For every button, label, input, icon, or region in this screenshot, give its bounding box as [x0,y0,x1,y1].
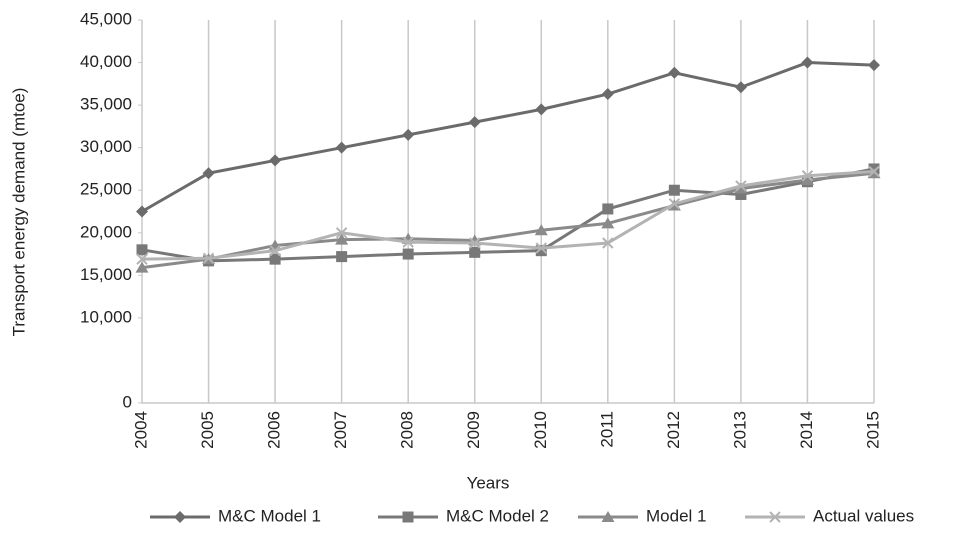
marker [734,81,747,94]
x-tick-label: 2014 [797,411,816,449]
marker [402,128,415,141]
marker [601,88,614,101]
marker [336,251,348,263]
series-line [141,171,875,270]
marker [534,224,548,236]
marker [136,244,148,256]
marker [668,66,681,79]
y-tick-label: 35,000 [80,95,132,114]
marker [335,141,348,154]
marker [402,236,414,248]
marker [335,233,349,245]
marker [801,56,814,69]
marker [601,511,615,522]
y-tick-label: 10,000 [80,307,132,326]
x-tick-label: 2012 [664,411,683,449]
marker [601,217,615,229]
marker [868,59,880,72]
x-tick-label: 2011 [597,411,616,448]
legend-label: M&C Model 1 [218,506,321,525]
marker [136,205,148,218]
series-line [141,61,875,213]
legend-label: Actual values [813,506,914,525]
x-tick-label: 2008 [398,411,417,449]
y-axis-label: Transport energy demand (mtoe) [9,88,28,337]
y-tick-label: 30,000 [80,137,132,156]
x-tick-label: 2007 [331,411,350,449]
series-line [141,170,875,261]
marker [535,103,548,116]
x-axis-label: Years [467,473,510,492]
y-tick-label: 20,000 [80,222,132,241]
marker [469,237,481,249]
y-tick-label: 15,000 [80,265,132,284]
y-tick-label: 25,000 [80,180,132,199]
marker [735,180,747,192]
y-tick-label: 0 [123,392,132,411]
legend-label: Model 1 [646,506,706,525]
marker [602,237,614,249]
x-tick-label: 2006 [265,411,284,449]
marker [202,252,215,265]
marker [135,261,149,273]
marker [801,170,814,182]
x-tick-label: 2010 [531,411,550,449]
x-tick-label: 2009 [464,411,483,449]
marker [335,227,348,239]
marker [468,116,481,129]
marker [269,154,282,167]
marker [202,167,215,180]
marker [269,244,281,257]
marker [602,203,614,215]
marker [668,184,680,196]
marker [402,511,414,523]
y-tick-label: 40,000 [80,52,132,71]
marker [734,182,748,194]
marker [800,174,814,186]
x-tick-label: 2015 [863,411,882,449]
legend-label: M&C Model 2 [446,506,549,525]
marker [402,248,414,260]
marker [469,246,481,258]
marker [269,253,281,265]
x-tick-label: 2004 [131,411,150,449]
marker [535,242,547,254]
series-line [141,167,875,263]
marker [174,511,186,523]
x-tick-label: 2005 [198,411,217,449]
y-tick-label: 45,000 [80,9,132,28]
marker [769,511,781,523]
marker [535,245,547,257]
x-tick-label: 2013 [730,411,749,449]
marker [136,253,148,265]
marker [735,188,747,200]
marker [868,165,880,178]
marker [668,198,681,210]
